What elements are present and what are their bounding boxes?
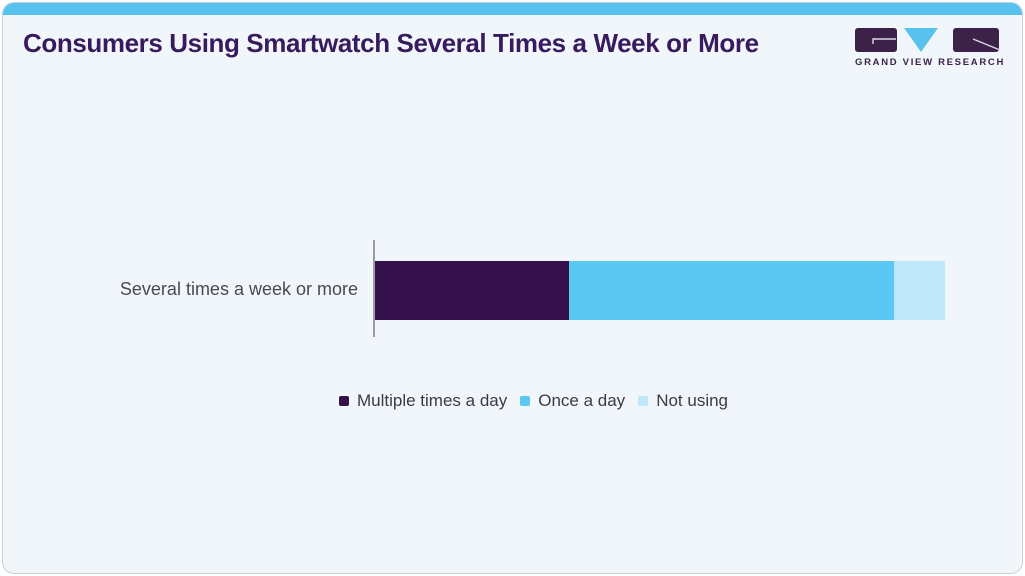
legend-item-multiple-times-a-day: Multiple times a day xyxy=(339,391,507,411)
legend-item-once-a-day: Once a day xyxy=(520,391,625,411)
y-axis-line xyxy=(373,240,375,337)
legend-label: Not using xyxy=(656,391,729,410)
bar-segment-multiple-times-a-day xyxy=(375,261,569,320)
legend-label: Once a day xyxy=(538,391,626,410)
bar-chart-plot-area: Several times a week or more xyxy=(3,3,1022,573)
stacked-bar xyxy=(375,261,945,320)
legend-label: Multiple times a day xyxy=(357,391,508,410)
bar-segment-not-using xyxy=(893,261,945,320)
category-label: Several times a week or more xyxy=(119,279,358,299)
gvr-logo: GRAND VIEW RESEARCH xyxy=(855,27,1006,68)
legend-item-not-using: Not using xyxy=(638,391,728,411)
bar-segment-once-a-day xyxy=(568,261,894,320)
page-title: Consumers Using Smartwatch Several Times… xyxy=(23,28,759,58)
legend-swatch-icon xyxy=(339,396,349,406)
legend: Multiple times a day Once a day Not using xyxy=(339,390,728,412)
gvr-logo-icon xyxy=(855,28,1001,52)
gvr-logo-wordmark: GRAND VIEW RESEARCH xyxy=(855,57,1006,68)
legend-swatch-icon xyxy=(520,396,531,406)
legend-swatch-icon xyxy=(638,396,649,406)
header-accent-bar xyxy=(3,3,1022,15)
